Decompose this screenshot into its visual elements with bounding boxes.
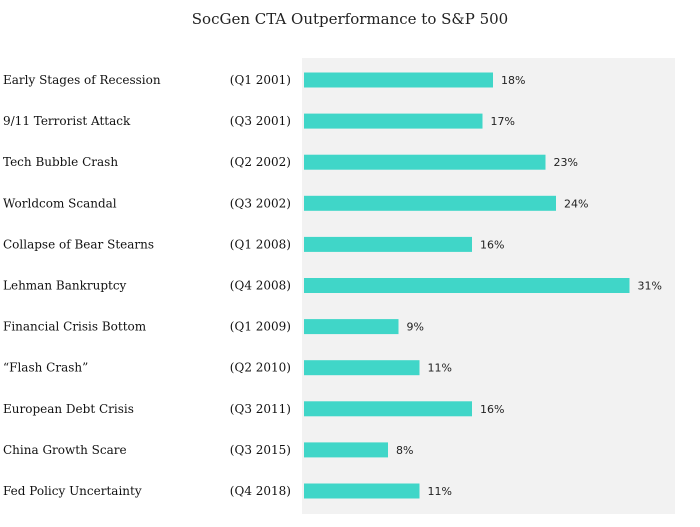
period-label: (Q2 2010) xyxy=(230,361,291,375)
chart-title: SocGen CTA Outperformance to S&P 500 xyxy=(191,10,509,28)
value-label: 11% xyxy=(428,362,452,375)
value-label: 24% xyxy=(564,197,588,210)
bar xyxy=(304,113,483,129)
category-label: Lehman Bankruptcy xyxy=(3,279,127,293)
period-label: (Q1 2009) xyxy=(230,320,291,334)
category-label: Tech Bubble Crash xyxy=(3,155,118,169)
category-label: Worldcom Scandal xyxy=(3,196,117,210)
bar xyxy=(304,236,472,252)
bar xyxy=(304,483,420,499)
bar xyxy=(304,360,420,376)
category-label: European Debt Crisis xyxy=(3,402,134,416)
value-label: 16% xyxy=(480,238,504,251)
value-label: 23% xyxy=(554,156,578,169)
bar xyxy=(304,401,472,417)
value-label: 9% xyxy=(407,321,424,334)
bar xyxy=(304,195,556,211)
period-label: (Q3 2015) xyxy=(230,443,291,457)
period-label: (Q3 2011) xyxy=(230,402,291,416)
category-label: Collapse of Bear Stearns xyxy=(3,237,154,251)
value-label: 8% xyxy=(396,444,413,457)
category-label: 9/11 Terrorist Attack xyxy=(3,114,131,128)
category-label: “Flash Crash” xyxy=(3,361,88,375)
period-label: (Q4 2008) xyxy=(230,279,291,293)
bar xyxy=(304,278,630,293)
bar xyxy=(304,154,546,170)
category-label: Financial Crisis Bottom xyxy=(3,320,147,334)
period-label: (Q1 2008) xyxy=(230,237,291,251)
bar xyxy=(304,319,399,335)
category-label: China Growth Scare xyxy=(3,443,127,457)
period-label: (Q2 2002) xyxy=(230,155,291,169)
period-label: (Q1 2001) xyxy=(230,73,291,87)
period-label: (Q3 2001) xyxy=(230,114,291,128)
period-label: (Q3 2002) xyxy=(230,196,291,210)
value-label: 31% xyxy=(638,280,662,293)
category-label: Fed Policy Uncertainty xyxy=(3,484,142,498)
bar xyxy=(304,72,493,88)
value-label: 11% xyxy=(428,485,452,498)
value-label: 16% xyxy=(480,403,504,416)
period-label: (Q4 2018) xyxy=(230,484,291,498)
value-label: 17% xyxy=(491,115,515,128)
value-label: 18% xyxy=(501,74,525,87)
category-label: Early Stages of Recession xyxy=(3,73,161,87)
bar xyxy=(304,442,388,458)
